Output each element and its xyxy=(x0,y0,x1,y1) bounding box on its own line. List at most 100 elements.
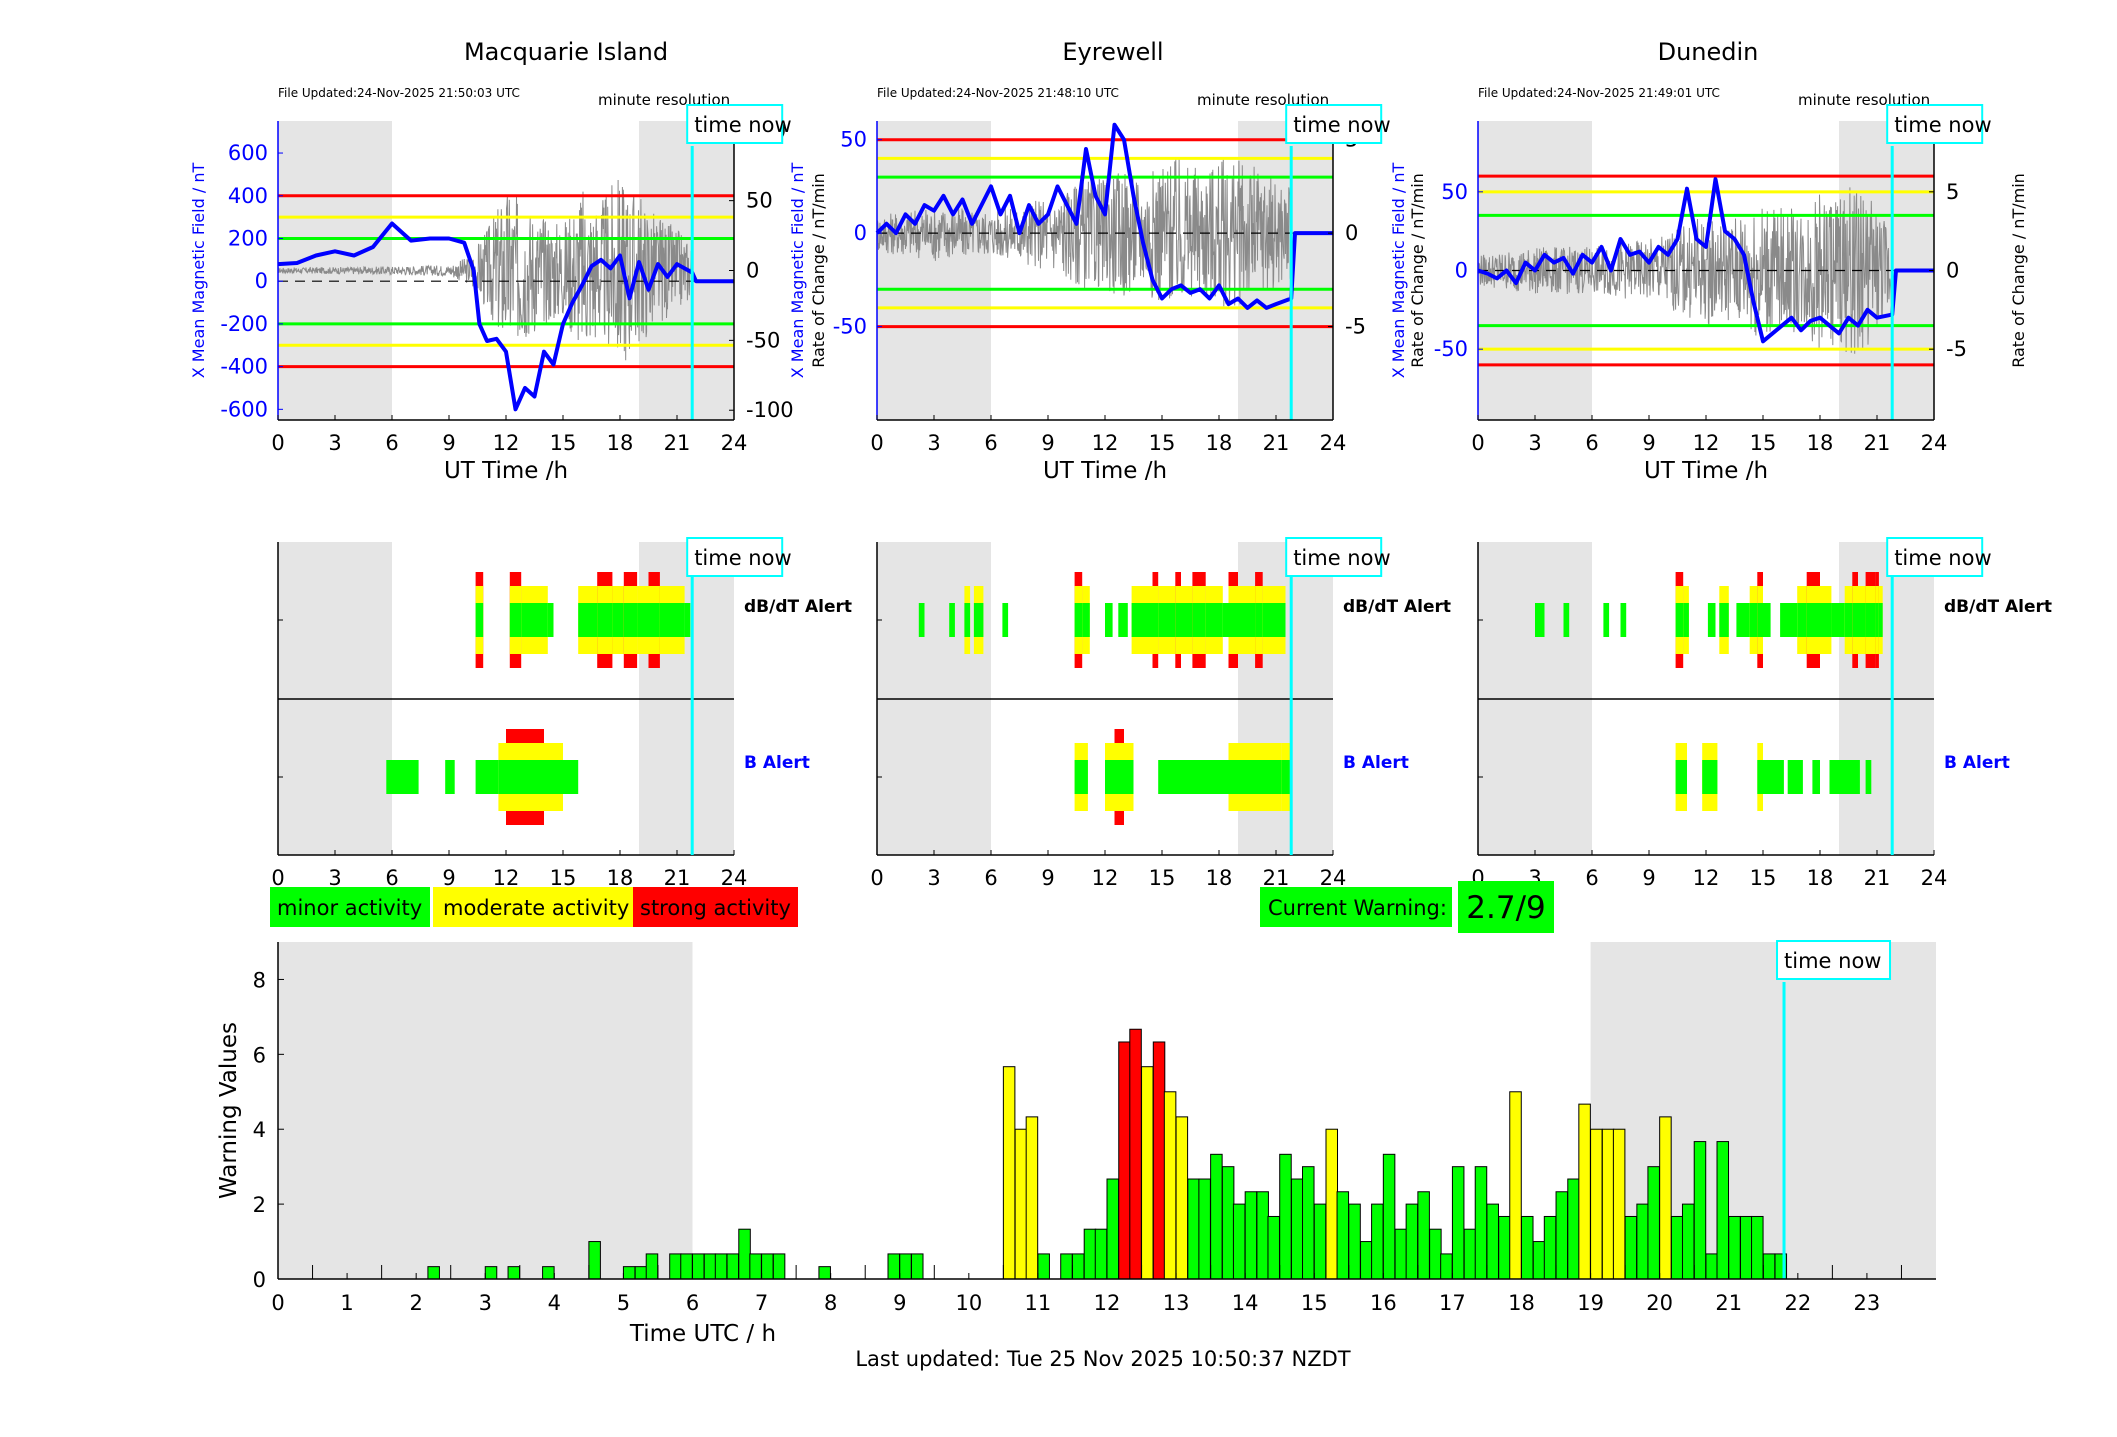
x-tick-label: 18 xyxy=(1508,1291,1535,1315)
x-tick-label: 3 xyxy=(927,866,940,890)
dbdt-alert-minor-bar xyxy=(1158,603,1176,637)
rate-of-change-line xyxy=(277,179,693,361)
x-tick-label: 9 xyxy=(1041,866,1054,890)
warning-bar xyxy=(1163,1091,1177,1280)
dbdt-alert-label: dB/dT Alert xyxy=(1343,597,1451,617)
legend-minor-label: minor activity xyxy=(277,896,422,920)
time-now-label: time now xyxy=(1293,113,1390,137)
y-tick-label: 2 xyxy=(253,1193,266,1217)
x-tick-label: 9 xyxy=(442,431,455,455)
y-right-tick-label: -5 xyxy=(1946,337,1967,361)
dbdt-alert-minor-bar xyxy=(1200,603,1206,637)
warning-bar xyxy=(1429,1228,1442,1280)
x-tick-label: 13 xyxy=(1163,1291,1190,1315)
b-alert-minor-bar xyxy=(1675,760,1687,794)
warning-bar xyxy=(1474,1166,1488,1280)
dbdt-alert-minor-bar xyxy=(1878,603,1883,637)
y-right-tick-label: 5 xyxy=(1946,180,1959,204)
warning-bar xyxy=(1232,1203,1246,1280)
warning-bar xyxy=(1612,1128,1626,1280)
x-tick-label: 15 xyxy=(1750,866,1777,890)
warning-bar xyxy=(1141,1066,1154,1280)
warning-bar xyxy=(1025,1116,1039,1280)
x-tick-label: 23 xyxy=(1854,1291,1881,1315)
time-now-label: time now xyxy=(694,113,791,137)
x-tick-label: 18 xyxy=(1807,866,1834,890)
dbdt-alert-minor-bar xyxy=(1131,603,1153,637)
legend-moderate-swatch xyxy=(433,887,633,927)
warning-bar xyxy=(703,1253,717,1280)
warning-bar xyxy=(622,1266,636,1280)
warning-bar xyxy=(1486,1203,1499,1280)
warning-bar xyxy=(1405,1203,1419,1280)
x-tick-label: 1 xyxy=(340,1291,353,1315)
y-left-tick-label: -400 xyxy=(220,355,268,379)
warning-bar xyxy=(1152,1041,1166,1280)
warning-bar xyxy=(1498,1215,1511,1280)
warning-bar xyxy=(1279,1153,1292,1280)
x-tick-label: 12 xyxy=(1094,1291,1121,1315)
x-tick-label: 12 xyxy=(493,866,520,890)
warning-bar xyxy=(1739,1215,1753,1280)
dbdt-alert-minor-bar xyxy=(1074,603,1083,637)
time-now-box xyxy=(686,537,784,577)
last-updated: Last updated: Tue 25 Nov 2025 10:50:37 N… xyxy=(855,1347,1350,1371)
x-tick-label: 0 xyxy=(870,866,883,890)
x-tick-label: 15 xyxy=(1750,431,1777,455)
x-tick-label: 18 xyxy=(607,431,634,455)
y-left-axis-title: X Mean Magnetic Field / nT xyxy=(1389,163,1408,379)
dbdt-alert-minor-bar xyxy=(547,603,554,637)
warning-bar xyxy=(588,1241,601,1280)
dbdt-alert-minor-bar xyxy=(1563,603,1570,637)
x-tick-label: 0 xyxy=(271,1291,284,1315)
x-tick-label: 11 xyxy=(1025,1291,1052,1315)
x-tick-label: 6 xyxy=(1585,866,1598,890)
x-tick-label: 22 xyxy=(1784,1291,1811,1315)
x-tick-label: 14 xyxy=(1232,1291,1259,1315)
y-right-axis-title: Rate of Change / nT/min xyxy=(1408,173,1427,368)
dbdt-alert-minor-bar xyxy=(1852,603,1858,637)
warning-bar xyxy=(1762,1253,1776,1280)
y-right-axis-title: Rate of Change / nT/min xyxy=(809,173,828,368)
warning-bar xyxy=(507,1266,521,1280)
warning-bar xyxy=(1302,1166,1315,1280)
dbdt-alert-minor-bar xyxy=(1858,603,1866,637)
dbdt-alert-minor-bar xyxy=(1105,603,1113,637)
dbdt-alert-minor-bar xyxy=(1152,603,1159,637)
warning-bar xyxy=(1256,1191,1269,1280)
warning-bar xyxy=(1578,1103,1591,1280)
warning-bar xyxy=(1187,1178,1200,1280)
dbdt-alert-minor-bar xyxy=(1865,603,1876,637)
magnetic-field-panels: 0 3 6 9 12 15 18 21 24-600-400-2000200400600-100… xyxy=(189,86,2028,484)
warning-bar xyxy=(1118,1041,1131,1280)
dbdt-alert-minor-bar xyxy=(949,603,955,637)
x-tick-label: 6 xyxy=(385,431,398,455)
warning-bar xyxy=(1221,1166,1235,1280)
dbdt-alert-minor-bar xyxy=(1255,603,1263,637)
dbdt-alert-minor-bar xyxy=(1806,603,1820,637)
station-title-dunedin: Dunedin xyxy=(1658,38,1759,66)
dbdt-alert-minor-bar xyxy=(1757,603,1763,637)
dbdt-alert-minor-bar xyxy=(918,603,925,637)
warning-bar xyxy=(1394,1228,1408,1280)
time-now-box xyxy=(686,104,784,144)
b-alert-minor-bar xyxy=(445,760,455,794)
b-alert-label: B Alert xyxy=(744,753,810,773)
warning-bar xyxy=(1681,1203,1695,1280)
b-alert-minor-bar xyxy=(1105,760,1115,794)
dbdt-alert-minor-bar xyxy=(597,603,613,637)
x-tick-label: 0 xyxy=(271,866,284,890)
y-left-tick-label: -200 xyxy=(220,312,268,336)
warning-bar xyxy=(1094,1228,1108,1280)
warning-bar xyxy=(1313,1203,1327,1280)
b-alert-minor-bar xyxy=(386,760,419,794)
x-tick-label: 21 xyxy=(1864,866,1891,890)
time-now-label: time now xyxy=(1784,949,1881,973)
x-tick-label: 12 xyxy=(1092,431,1119,455)
dbdt-alert-minor-bar xyxy=(578,603,598,637)
dbdt-alert-minor-bar xyxy=(659,603,685,637)
y-right-axis-title: Rate of Change / nT/min xyxy=(2009,173,2028,368)
warning-bar xyxy=(1382,1153,1396,1280)
warning-bar xyxy=(1210,1153,1223,1280)
